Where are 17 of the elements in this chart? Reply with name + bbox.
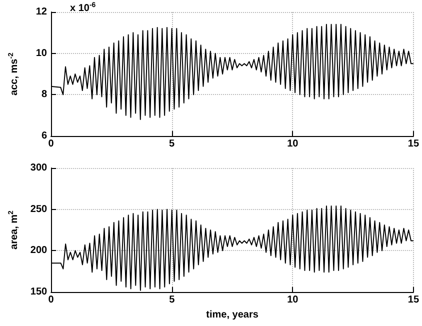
- x-tick-label: 0: [48, 294, 54, 306]
- x-tick-label: 5: [169, 138, 176, 150]
- x-tick-label: 15: [408, 294, 420, 306]
- y-tick-label: 150: [30, 286, 48, 298]
- x-tick-label: 10: [287, 294, 299, 306]
- y-tick-label: 12: [36, 6, 48, 18]
- x-tick-label: 10: [287, 138, 299, 150]
- x-tick-label: 15: [408, 138, 420, 150]
- y-tick-label: 10: [36, 48, 48, 59]
- y-tick-label: 250: [30, 204, 48, 215]
- y-tick-label: 8: [41, 89, 48, 100]
- y-tick-label: 6: [41, 130, 48, 142]
- y-tick-label: 300: [30, 162, 48, 174]
- y-tick-label: 200: [30, 245, 48, 256]
- x-tick-label: 5: [169, 294, 176, 306]
- x-tick-label: 0: [48, 138, 54, 150]
- x-axis-title: time, years: [206, 310, 259, 320]
